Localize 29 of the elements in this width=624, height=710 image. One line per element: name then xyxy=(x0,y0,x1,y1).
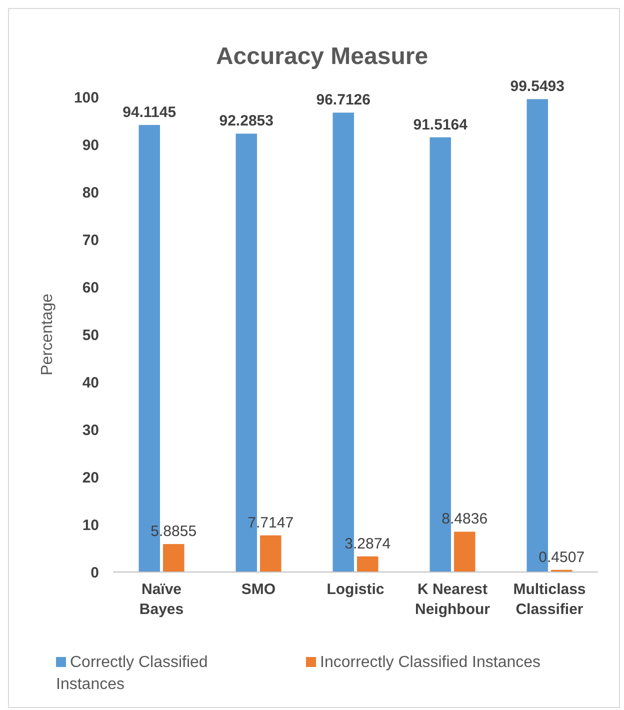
bar xyxy=(357,556,378,572)
y-tick-label: 20 xyxy=(82,469,99,486)
y-tick-label: 80 xyxy=(82,184,99,202)
y-tick-label: 30 xyxy=(82,422,99,439)
data-label: 91.5164 xyxy=(413,116,468,134)
x-tick-label: SMO xyxy=(241,581,276,598)
bar xyxy=(260,535,282,572)
data-label: 96.7126 xyxy=(316,92,370,109)
y-tick-label: 0 xyxy=(90,564,99,582)
legend-label: Incorrectly Classified Instances xyxy=(320,654,541,671)
x-tick-label: Naïve Bayes xyxy=(139,581,184,618)
y-tick-label: 40 xyxy=(82,374,99,392)
y-tick-label: 100 xyxy=(74,89,99,106)
y-tick-label: 50 xyxy=(82,326,99,344)
y-tick-label: 90 xyxy=(82,136,99,154)
data-label: 94.1145 xyxy=(122,104,176,121)
bar xyxy=(163,544,184,572)
y-tick-label: 10 xyxy=(82,516,99,534)
data-label: 99.5493 xyxy=(510,78,564,96)
bar xyxy=(454,532,476,572)
y-tick-label: 70 xyxy=(82,232,99,249)
x-tick-label: Multiclass Classifier xyxy=(513,581,586,618)
data-label: 92.2853 xyxy=(219,112,274,130)
legend-label: Correctly Classified Instances xyxy=(56,654,208,693)
chart-title: Accuracy Measure xyxy=(216,43,428,70)
y-axis-title: Percentage xyxy=(39,293,56,376)
y-tick-label: 60 xyxy=(82,279,99,296)
x-tick-label: Logistic xyxy=(326,581,384,598)
x-tick-label: K Nearest Neighbour xyxy=(415,581,490,618)
